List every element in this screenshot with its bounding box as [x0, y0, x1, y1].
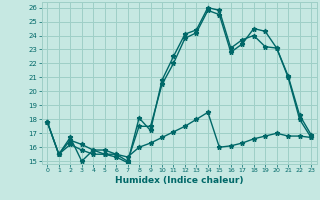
- X-axis label: Humidex (Indice chaleur): Humidex (Indice chaleur): [115, 176, 244, 185]
